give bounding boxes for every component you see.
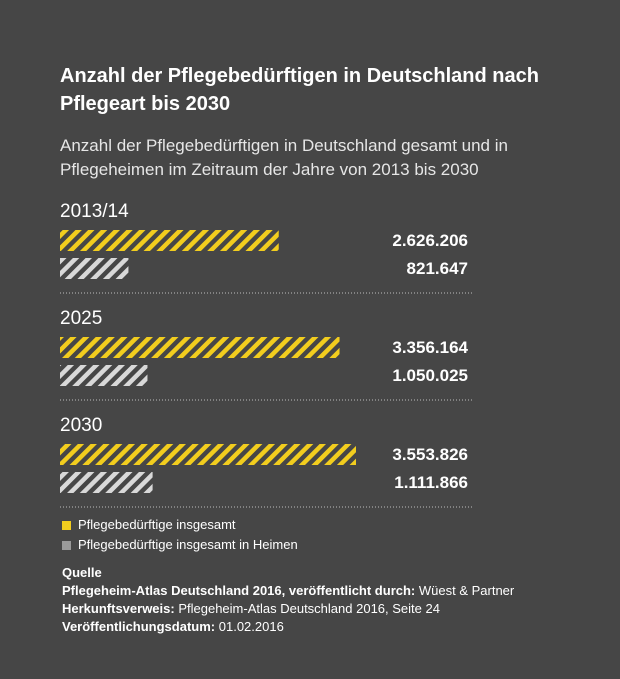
source-row-value: Pflegeheim-Atlas Deutschland 2016, Seite…: [178, 601, 440, 616]
source-heading: Quelle: [62, 565, 102, 580]
data-label: 1.111.866: [394, 473, 468, 492]
chart-subtitle: Anzahl der Pflegebedürftigen in Deutschl…: [60, 136, 508, 179]
source-block: Quelle Pflegeheim-Atlas Deutschland 2016…: [62, 564, 514, 636]
bar-chart: 2013/14 2.626.206 821.647 2025 3.356.164 1.05…: [60, 201, 472, 508]
data-label: 3.553.826: [392, 445, 468, 464]
source-row-value: 01.02.2016: [218, 619, 284, 634]
bar-gesamt: [60, 444, 356, 465]
source-row-label: Herkunftsverweis:: [62, 601, 175, 616]
category-label: 2030: [60, 415, 102, 436]
legend-label-gesamt: Pflegebedürftige insgesamt: [78, 517, 236, 532]
data-label: 1.050.025: [392, 366, 468, 385]
source-row: Veröffentlichungsdatum: 01.02.2016: [62, 618, 514, 636]
legend-swatch-heime: [62, 540, 71, 550]
data-label: 3.356.164: [392, 338, 468, 357]
chart-title: Anzahl der Pflegebedürftigen in Deutschl…: [60, 65, 539, 115]
source-row: Pflegeheim-Atlas Deutschland 2016, veröf…: [62, 582, 514, 600]
legend-item-gesamt: Pflegebedürftige insgesamt: [62, 515, 298, 535]
bar-heime: [60, 258, 129, 279]
bar-gesamt: [60, 230, 279, 251]
source-row-label: Veröffentlichungsdatum:: [62, 619, 216, 634]
category-label: 2025: [60, 308, 102, 329]
bar-heime: [60, 365, 148, 386]
bar-heime: [60, 472, 153, 493]
legend-label-heime: Pflegebedürftige insgesamt in Heimen: [78, 537, 298, 552]
bar-gesamt: [60, 337, 340, 358]
category-label: 2013/14: [60, 201, 129, 222]
data-label: 2.626.206: [392, 231, 468, 250]
legend-item-heime: Pflegebedürftige insgesamt in Heimen: [62, 535, 298, 555]
legend: Pflegebedürftige insgesamt Pflegebedürft…: [62, 515, 298, 555]
source-row-label: Pflegeheim-Atlas Deutschland 2016, veröf…: [62, 583, 416, 598]
source-row-value: Wüest & Partner: [418, 583, 515, 598]
legend-swatch-gesamt: [62, 520, 71, 530]
source-row: Herkunftsverweis: Pflegeheim-Atlas Deuts…: [62, 600, 514, 618]
data-label: 821.647: [407, 259, 468, 278]
